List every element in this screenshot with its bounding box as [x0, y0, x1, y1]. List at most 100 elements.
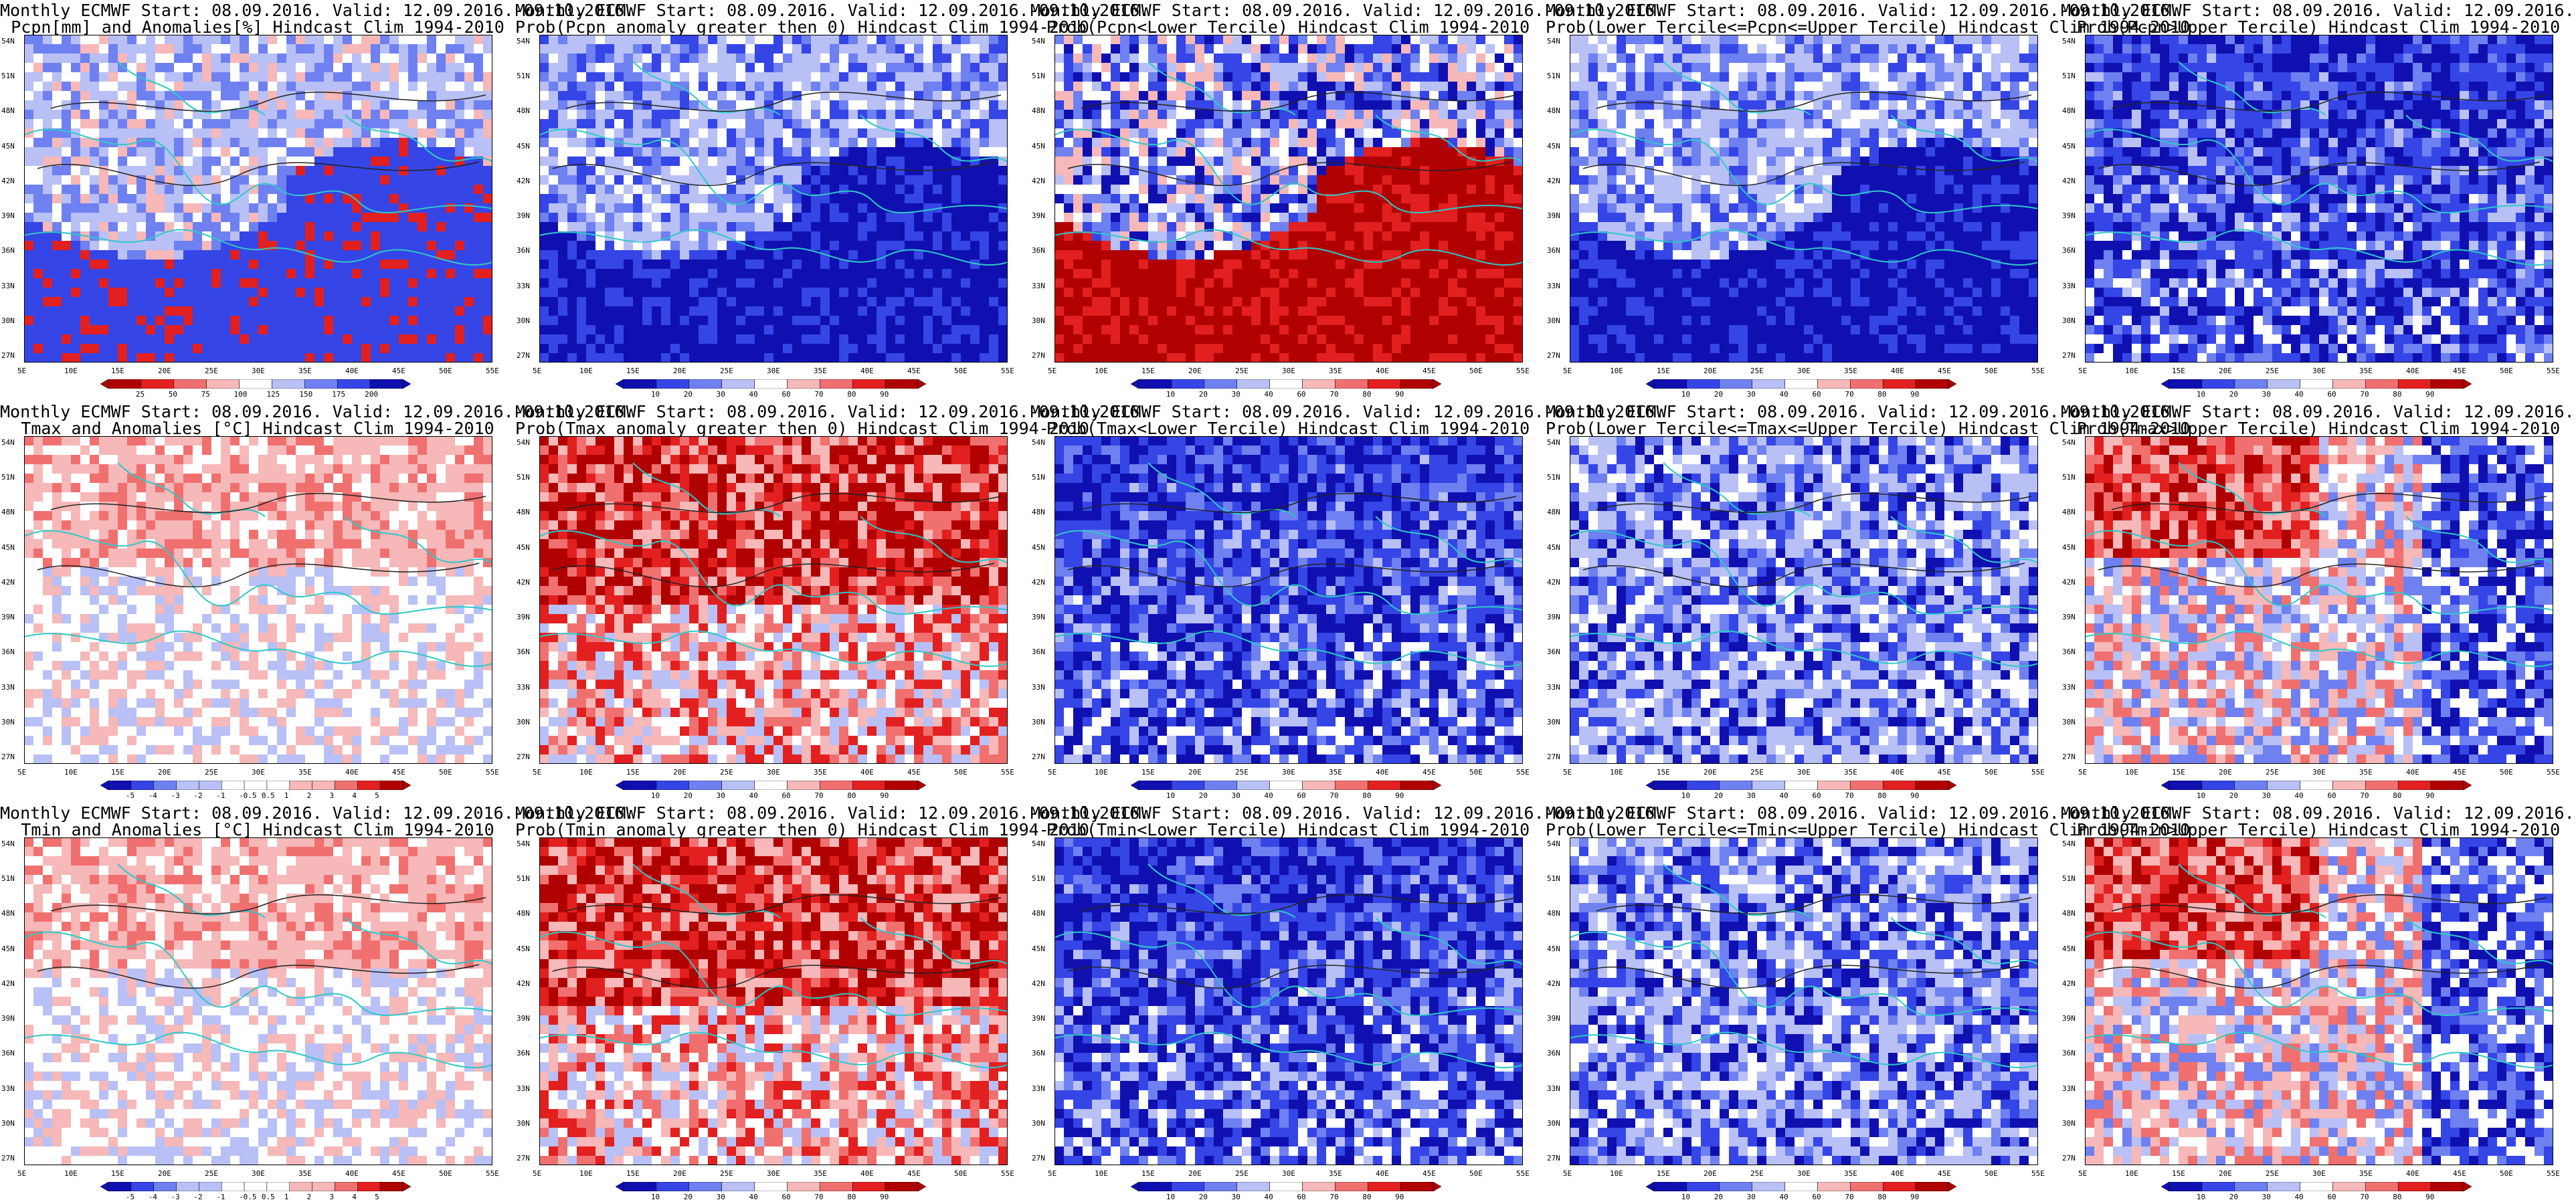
field-cell — [1232, 82, 1242, 91]
field-cell — [399, 222, 408, 231]
field-cell — [1354, 100, 1364, 110]
field-cell — [567, 231, 577, 241]
field-cell — [914, 241, 923, 250]
field-cell — [1476, 100, 1485, 110]
field-cell — [680, 353, 689, 363]
field-cell — [127, 82, 136, 91]
field-cell — [155, 250, 165, 260]
field-cell — [221, 91, 230, 100]
field-cell — [652, 91, 661, 100]
field-cell — [1401, 222, 1410, 231]
field-cell — [211, 91, 221, 100]
field-cell — [586, 297, 595, 306]
field-cell — [792, 194, 802, 203]
field-cell — [1092, 213, 1101, 222]
field-cell — [848, 72, 858, 82]
field-cell — [1364, 147, 1373, 157]
field-cell — [811, 278, 820, 288]
field-cell — [802, 157, 811, 166]
field-cell — [446, 213, 455, 222]
field-cell — [886, 100, 895, 110]
field-cell — [595, 119, 605, 128]
field-cell — [1251, 194, 1261, 203]
field-cell — [708, 306, 717, 316]
field-cell — [193, 138, 202, 147]
field-cell — [464, 213, 474, 222]
field-cell — [736, 91, 745, 100]
field-cell — [820, 175, 830, 185]
field-cell — [174, 128, 183, 138]
field-cell — [483, 82, 492, 91]
field-cell — [811, 44, 820, 54]
field-cell — [792, 344, 802, 353]
field-cell — [923, 222, 933, 231]
field-cell — [624, 222, 633, 231]
field-cell — [652, 35, 661, 44]
field-cell — [361, 63, 371, 72]
field-cell — [539, 110, 549, 119]
field-cell — [727, 213, 736, 222]
field-cell — [324, 213, 333, 222]
field-cell — [1420, 241, 1429, 250]
panel-title-line2: Prob(Pcpn anomaly greater then 0) Hindca… — [515, 18, 1089, 36]
field-cell — [1148, 250, 1158, 260]
field-cell — [1148, 203, 1158, 213]
field-cell — [820, 353, 830, 363]
field-cell — [998, 250, 1008, 260]
field-cell — [727, 63, 736, 72]
field-cell — [1504, 194, 1513, 203]
field-cell — [427, 194, 436, 203]
field-cell — [1167, 100, 1176, 110]
field-cell — [483, 63, 492, 72]
field-cell — [661, 54, 670, 63]
field-cell — [736, 260, 745, 269]
field-cell — [305, 325, 314, 334]
field-cell — [1476, 54, 1485, 63]
field-cell — [1054, 260, 1064, 269]
field-cell — [614, 213, 624, 222]
field-cell — [1101, 110, 1111, 119]
field-cell — [802, 185, 811, 194]
field-cell — [773, 241, 783, 250]
field-cell — [455, 82, 464, 91]
field-cell — [1158, 82, 1167, 91]
lat-tick-label: 48N — [1, 106, 15, 115]
lon-tick-label: 50E — [439, 367, 452, 375]
field-cell — [1392, 147, 1401, 157]
field-cell — [905, 82, 914, 91]
field-cell — [680, 157, 689, 166]
field-cell — [877, 100, 886, 110]
lat-tick-label: 30N — [517, 316, 530, 325]
field-cell — [418, 222, 427, 231]
field-cell — [1429, 138, 1439, 147]
field-cell — [942, 334, 951, 344]
field-cell — [661, 35, 670, 44]
field-cell — [305, 110, 314, 119]
field-cell — [633, 35, 642, 44]
field-cell — [80, 82, 90, 91]
field-cell — [1317, 82, 1326, 91]
field-cell — [136, 91, 146, 100]
field-cell — [549, 147, 558, 157]
field-cell — [820, 334, 830, 344]
field-cell — [483, 250, 492, 260]
field-cell — [1158, 110, 1167, 119]
field-cell — [811, 325, 820, 334]
field-cell — [773, 63, 783, 72]
field-cell — [62, 128, 71, 138]
field-cell — [1261, 185, 1270, 194]
field-cell — [202, 100, 211, 110]
field-cell — [1279, 213, 1289, 222]
field-cell — [539, 306, 549, 316]
field-cell — [661, 260, 670, 269]
field-cell — [464, 185, 474, 194]
field-cell — [108, 35, 118, 44]
map-panel: Monthly ECMWF Start: 08.09.2016. Valid: … — [1030, 0, 1665, 401]
lon-tick-label: 55E — [1001, 367, 1014, 375]
field-cell — [848, 147, 858, 157]
field-cell — [905, 250, 914, 260]
field-cell — [165, 241, 174, 250]
field-cell — [539, 175, 549, 185]
field-cell — [905, 306, 914, 316]
field-cell — [736, 213, 745, 222]
